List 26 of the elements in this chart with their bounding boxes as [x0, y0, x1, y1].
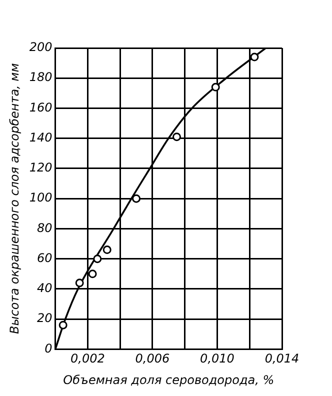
- point: [211, 82, 220, 92]
- point: [172, 132, 181, 142]
- y-axis-title: Высота окрашенного слоя адсорбента, мм: [7, 63, 22, 334]
- y-tick-label: 80: [37, 220, 53, 235]
- y-tick-label: 180: [29, 70, 53, 84]
- point: [88, 270, 97, 278]
- point: [58, 320, 68, 330]
- y-tick-label: 140: [29, 130, 53, 144]
- y-tick-label: 0: [44, 341, 53, 356]
- point: [250, 52, 259, 62]
- y-tick-label: 20: [37, 311, 53, 326]
- point: [75, 278, 84, 288]
- y-tick-label: 100: [29, 190, 53, 205]
- y-tick-label: 160: [29, 100, 53, 114]
- x-tick-label: 0,010: [200, 352, 235, 366]
- y-tick-label: 200: [29, 40, 53, 54]
- y-tick-label: 120: [29, 160, 53, 175]
- point: [93, 254, 102, 264]
- x-tick-label: 0,002: [70, 352, 105, 366]
- point: [102, 246, 112, 254]
- y-tick-label: 40: [37, 281, 53, 296]
- y-tick-label: 60: [37, 250, 53, 265]
- x-tick-label: 0,014: [264, 352, 300, 366]
- x-axis-title: Объемная доля сероводорода, %: [63, 372, 274, 387]
- point: [132, 194, 141, 203]
- x-tick-label: 0,006: [135, 352, 170, 366]
